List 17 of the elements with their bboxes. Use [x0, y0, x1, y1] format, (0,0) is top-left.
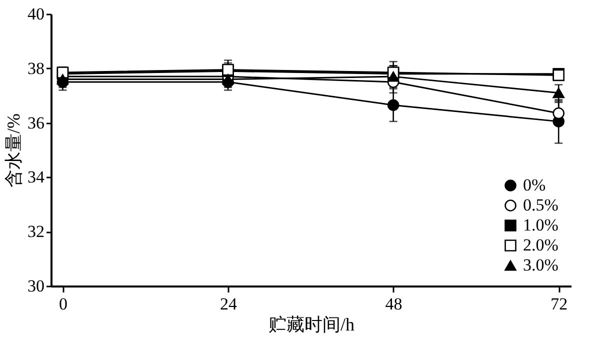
- y-tick-label: 38: [28, 58, 44, 78]
- legend-label: 0%: [523, 176, 546, 194]
- y-tick-label: 30: [28, 276, 44, 296]
- x-tick-label: 24: [220, 294, 238, 314]
- y-tick-label: 40: [28, 4, 44, 24]
- legend-label: 3.0%: [523, 256, 558, 274]
- x-tick-label: 0: [58, 294, 68, 314]
- legend-label: 1.0%: [523, 216, 558, 234]
- y-tick-label: 32: [28, 222, 44, 242]
- x-tick-label: 48: [385, 294, 402, 314]
- legend-label: 2.0%: [523, 236, 558, 254]
- y-axis-title: 含水量/%: [4, 114, 24, 188]
- legend-label: 0.5%: [523, 196, 558, 214]
- x-axis-title: 贮藏时间/h: [268, 314, 355, 334]
- x-tick-label: 72: [550, 294, 568, 314]
- y-tick-label: 34: [28, 168, 45, 187]
- y-tick-label: 36: [28, 113, 44, 132]
